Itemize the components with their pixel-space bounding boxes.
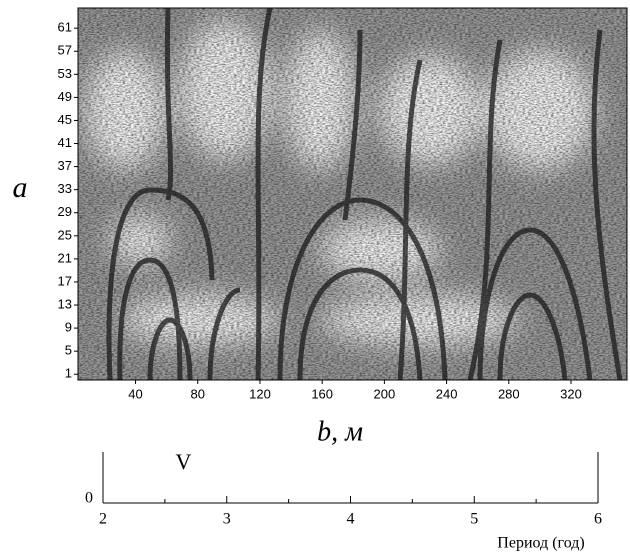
y-tick-label: 17 [58,273,72,288]
x-axis-label: Период (год) [497,535,584,552]
x-tick-label: 3 [223,511,231,528]
x-tick-label: 160 [311,386,333,401]
x-tick-label: 5 [470,511,478,528]
y-tick-label: 61 [58,20,72,35]
y-tick-label: 33 [58,181,72,196]
x-tick-label: 2 [99,511,107,528]
y-tick-label: 0 [85,490,93,507]
y-tick-label: 21 [58,250,72,265]
y-tick-label: 13 [58,296,72,311]
annotation: V [175,449,191,474]
x-tick-label: 6 [594,511,602,528]
y-tick-label: 1 [65,366,72,381]
x-tick-label: 120 [249,386,271,401]
y-tick-label: 9 [65,320,72,335]
y-tick-label: 49 [58,89,72,104]
x-tick-label: 280 [498,386,520,401]
x-tick-label: 200 [374,386,396,401]
y-tick-label: 5 [65,343,72,358]
x-tick-label: 240 [436,386,458,401]
x-tick-label: 4 [347,511,355,528]
y-tick-label: 29 [58,204,72,219]
scalogram-texture [78,8,627,380]
y-tick-label: 53 [58,66,72,81]
x-tick-label: 80 [191,386,205,401]
y-tick-label: 25 [58,227,72,242]
x-tick-label: 40 [128,386,142,401]
plot-frame [77,7,628,381]
x-axis-label: b, м [317,416,363,447]
y-tick-label: 41 [58,135,72,150]
y-tick-label: 57 [58,43,72,58]
y-tick-label: 37 [58,158,72,173]
y-axis-label: a [13,171,28,204]
x-tick-label: 320 [560,386,582,401]
y-tick-label: 45 [58,112,72,127]
